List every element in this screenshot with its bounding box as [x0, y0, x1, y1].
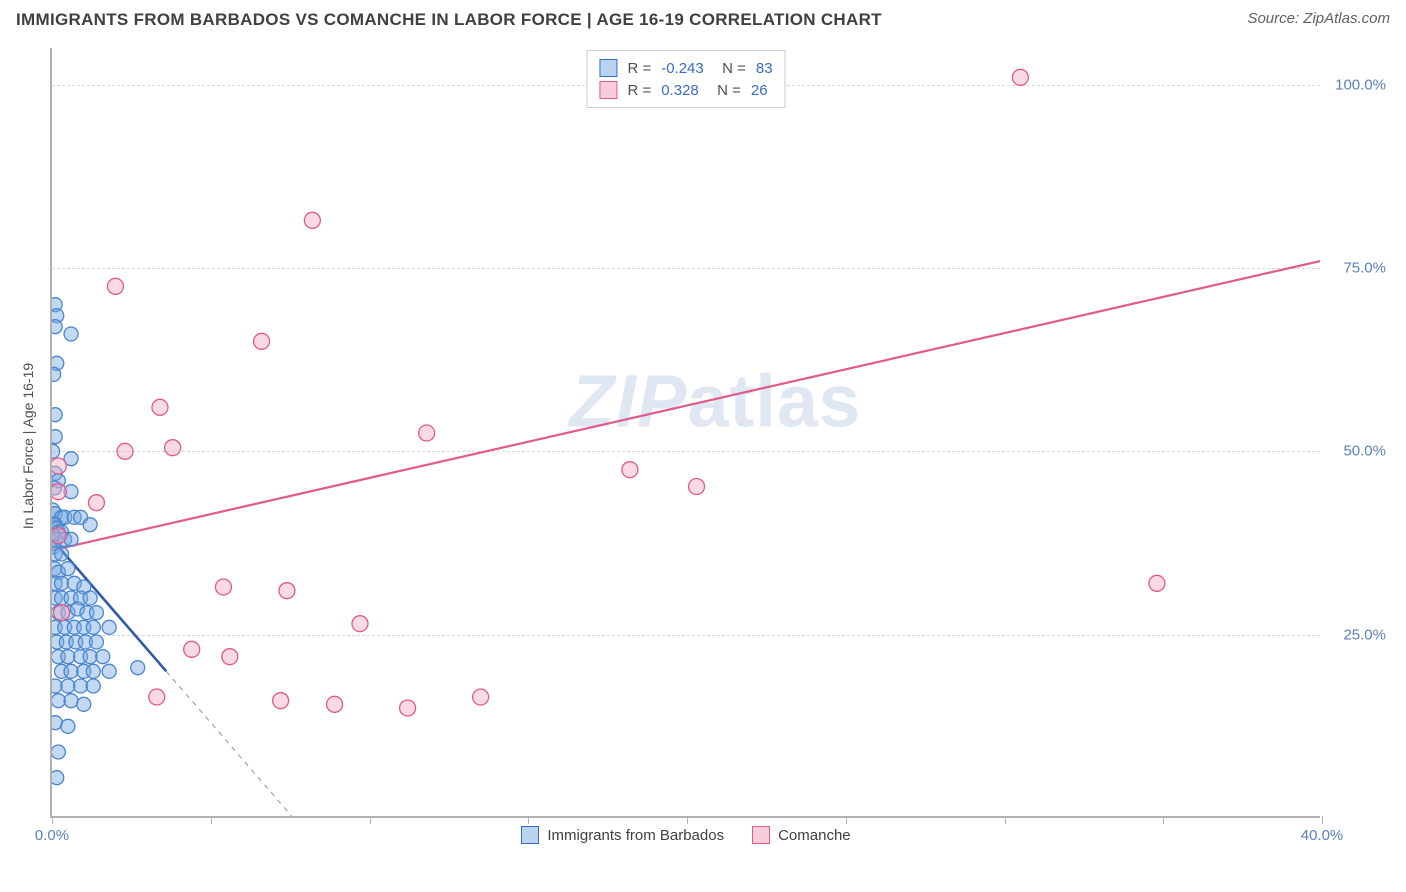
n-value-a: 83: [756, 60, 773, 77]
chart-svg: [52, 48, 1320, 816]
n-value-b: 26: [751, 82, 768, 99]
x-tick: [1322, 816, 1323, 824]
legend-label-a: Immigrants from Barbados: [547, 827, 724, 844]
swatch-series-a: [599, 59, 617, 77]
chart-title: IMMIGRANTS FROM BARBADOS VS COMANCHE IN …: [16, 10, 882, 29]
y-tick-label: 75.0%: [1326, 260, 1386, 277]
x-tick-label: 0.0%: [35, 827, 69, 844]
r-value-b: 0.328: [661, 82, 699, 99]
y-tick-label: 25.0%: [1326, 626, 1386, 643]
legend-item: Immigrants from Barbados: [521, 826, 724, 844]
y-axis-label: In Labor Force | Age 16-19: [20, 363, 36, 529]
y-tick-label: 50.0%: [1326, 443, 1386, 460]
x-tick: [52, 816, 53, 824]
x-tick: [370, 816, 371, 824]
x-tick: [1005, 816, 1006, 824]
legend-item: Comanche: [752, 826, 851, 844]
x-tick: [528, 816, 529, 824]
x-tick-label: 40.0%: [1301, 827, 1344, 844]
legend-label-b: Comanche: [778, 827, 851, 844]
plot-area: ZIPatlas R = -0.243 N = 83 R = 0.328 N =…: [50, 48, 1320, 818]
correlation-legend: R = -0.243 N = 83 R = 0.328 N = 26: [586, 50, 785, 108]
x-tick: [211, 816, 212, 824]
chart-source: Source: ZipAtlas.com: [1247, 10, 1390, 27]
legend-row: R = 0.328 N = 26: [599, 79, 772, 101]
swatch-series-b: [599, 81, 617, 99]
y-tick-label: 100.0%: [1326, 76, 1386, 93]
swatch-series-a: [521, 826, 539, 844]
series-legend: Immigrants from Barbados Comanche: [52, 826, 1320, 844]
x-tick: [846, 816, 847, 824]
x-tick: [1163, 816, 1164, 824]
x-tick: [687, 816, 688, 824]
r-value-a: -0.243: [661, 60, 704, 77]
legend-row: R = -0.243 N = 83: [599, 57, 772, 79]
swatch-series-b: [752, 826, 770, 844]
